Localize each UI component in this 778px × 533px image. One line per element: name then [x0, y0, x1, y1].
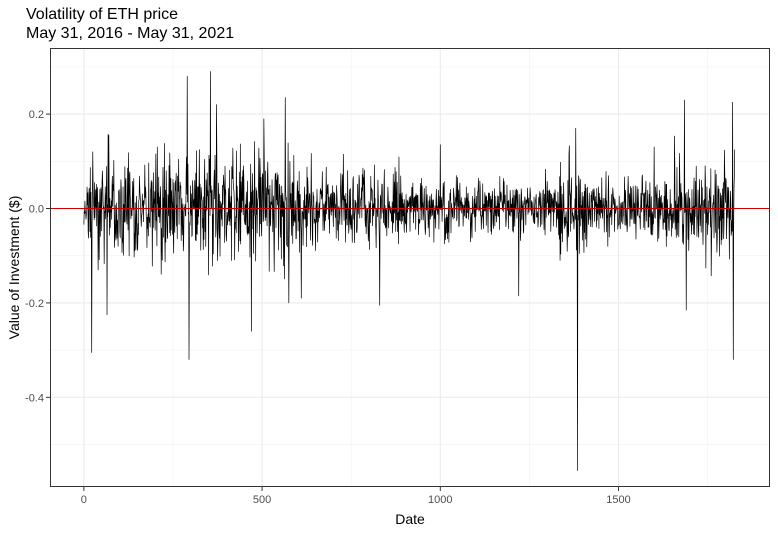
grid-major — [50, 48, 770, 487]
y-axis-title: Value of Investment ($) — [6, 196, 22, 340]
chart-title-line1: Volatility of ETH price — [26, 6, 179, 23]
y-tick-label: 0.0 — [29, 203, 44, 215]
plot-border — [50, 48, 770, 487]
x-tick-label: 0 — [81, 494, 87, 506]
x-axis-title: Date — [395, 511, 425, 527]
y-tick-label: -0.4 — [25, 392, 44, 404]
x-tick-label: 1500 — [606, 494, 630, 506]
chart-title: Volatility of ETH price May 31, 2016 - M… — [26, 5, 234, 43]
y-axis: -0.4 -0.2 0.0 0.2 — [25, 109, 50, 404]
chart-subtitle: May 31, 2016 - May 31, 2021 — [26, 25, 235, 42]
y-tick-label: 0.2 — [29, 109, 44, 121]
x-tick-label: 500 — [253, 494, 271, 506]
x-tick-label: 1000 — [428, 494, 452, 506]
plot-panel — [50, 48, 770, 487]
grid-minor — [50, 48, 770, 487]
series-line — [83, 71, 736, 471]
x-axis: 0 500 1000 1500 — [81, 487, 631, 506]
y-tick-label: -0.2 — [25, 298, 44, 310]
series-layer — [83, 71, 736, 471]
